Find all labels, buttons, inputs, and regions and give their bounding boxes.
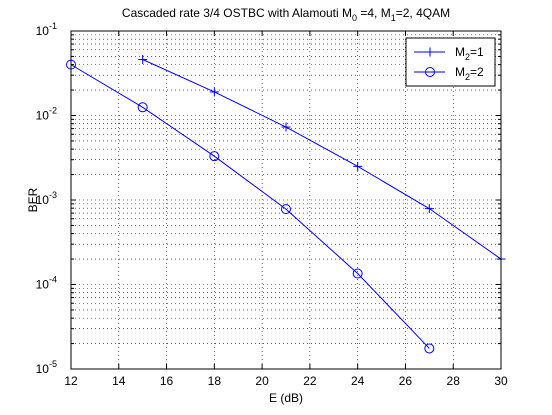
title-prefix: Cascaded rate 3/4 OSTBC with Alamouti M	[122, 6, 352, 20]
data-point-plus	[353, 161, 363, 171]
data-point-circle	[352, 268, 363, 279]
plot-background	[71, 31, 501, 369]
title-mid: =4, M	[357, 6, 391, 20]
ticks	[70, 31, 502, 370]
data-point-plus	[138, 54, 148, 64]
legend: M2=1 M2=2	[405, 37, 496, 87]
series-line-1	[142, 59, 502, 260]
data-point-circle	[281, 204, 291, 215]
x-tick-label: 26	[399, 374, 413, 388]
grid	[71, 31, 501, 369]
chart-title: Cascaded rate 3/4 OSTBC with Alamouti M0…	[122, 6, 450, 23]
x-tick-label: 16	[160, 374, 174, 388]
data-point-circle	[137, 102, 148, 113]
data-point-plus	[209, 87, 219, 97]
x-tick-label: 20	[255, 374, 269, 388]
y-tick-label: 10-2	[36, 106, 57, 123]
y-tick-label: 10-1	[36, 21, 57, 38]
data-point-circle	[424, 343, 435, 354]
legend-marker-circle	[425, 67, 435, 77]
series-line-2	[70, 64, 430, 349]
title-sub1: 1	[391, 13, 396, 23]
y-tick-label: 10-4	[36, 275, 57, 292]
legend-marker-plus	[425, 47, 435, 57]
x-tick-label: 28	[447, 374, 461, 388]
series-layer	[66, 54, 506, 354]
title-sub0: 0	[352, 13, 357, 23]
x-tick-label: 12	[64, 374, 78, 388]
legend-box	[405, 37, 496, 87]
x-tick-label: 14	[112, 374, 126, 388]
x-tick-label: 24	[351, 374, 365, 388]
y-axis-label: BER	[26, 187, 40, 212]
x-tick-label: 18	[208, 374, 222, 388]
x-tick-label: 22	[303, 374, 317, 388]
data-point-plus	[281, 122, 291, 132]
y-tick-label: 10-5	[36, 359, 57, 376]
y-tick-label: 10-3	[36, 190, 57, 207]
tick-labels: 12 14 16 18 20 22 24 26 28 30 10-5 10-4 10-3 10-2 10-1	[36, 21, 508, 388]
legend-label-m2-2: M2=2	[455, 65, 484, 82]
legend-label-m2-1: M2=1	[455, 45, 484, 62]
x-axis-label: E (dB)	[269, 391, 303, 405]
title-suffix: =2, 4QAM	[396, 6, 450, 20]
x-tick-label: 30	[494, 374, 508, 388]
data-point-plus	[424, 204, 434, 214]
data-point-circle	[209, 151, 220, 162]
